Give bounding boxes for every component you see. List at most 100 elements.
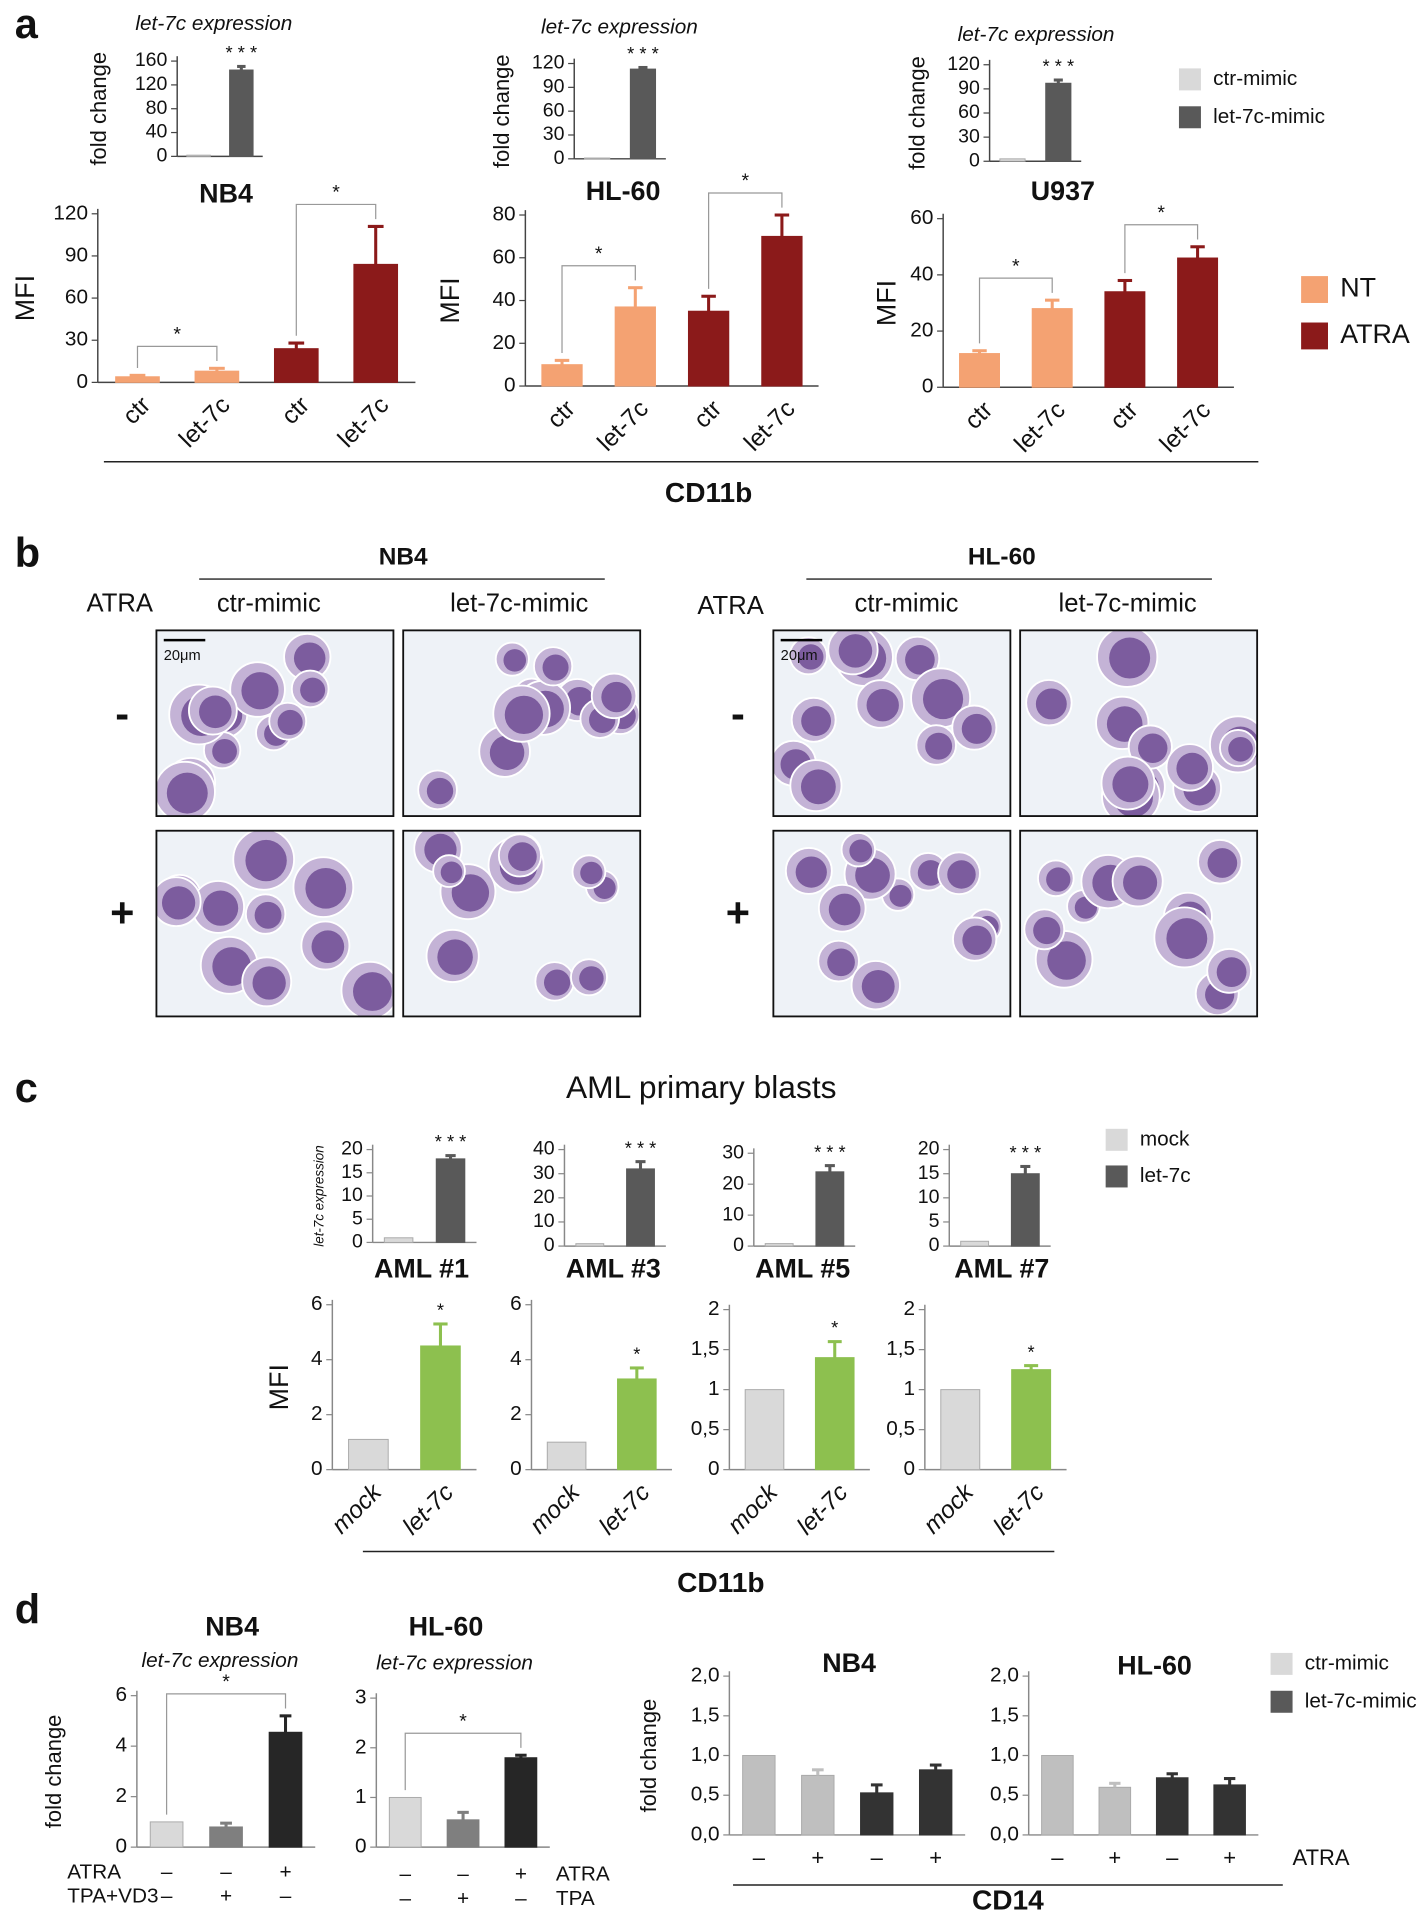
bar [959,353,1000,388]
error-bar [1166,1772,1178,1778]
legend: NT ATRA [1301,273,1410,350]
y-tick-label: 120 [135,73,168,95]
chart-title: AML #1 [374,1254,469,1284]
significance-label: * [831,1317,838,1338]
y-tick-label: 80 [492,202,515,225]
bar [744,1389,785,1471]
condition-mark: – [161,1885,173,1908]
bar [194,370,240,383]
y-axis-label: fold change [86,52,111,166]
nucleus [199,695,232,729]
chart-title: HL-60 [409,1612,484,1642]
bar [1045,82,1072,162]
chart-subtitle: let-7c expression [135,12,292,35]
condition-label: ATRA [67,1860,121,1883]
y-axis-label: MFI [264,1364,294,1410]
treatment-label: ATRA [697,592,764,620]
condition-mark: + [279,1860,291,1883]
y-tick-label: 90 [958,77,980,99]
y-tick-label: 15 [918,1162,940,1184]
nucleus [1047,941,1086,980]
legend-label: NT [1340,273,1376,303]
significance-label: * [633,1344,640,1365]
cells [417,641,641,811]
x-tick-label: + [929,1845,942,1870]
y-tick-label: 0 [708,1457,720,1480]
nucleus [961,713,992,744]
y-tick-label: 1,5 [691,1703,720,1726]
row-label: - [731,690,745,737]
bar [1098,1786,1132,1836]
y-tick-label: 60 [65,286,88,309]
legend-swatch [1178,68,1201,91]
y-axis-label: MFI [435,277,465,323]
panel-label: c [15,1064,38,1111]
error-bar [1024,1364,1039,1370]
nucleus [489,735,525,770]
y-tick-label: 0 [904,1457,916,1480]
nucleus [437,939,473,975]
y-tick-label: 20 [341,1138,363,1160]
treatment-label: ATRA [87,590,154,618]
nucleus [1228,736,1253,762]
y-tick-label: 6 [510,1292,522,1315]
y-tick-label: 160 [135,49,168,71]
row-label: + [110,889,134,936]
micrograph [772,629,1012,817]
error-bar [209,366,225,372]
y-tick-label: 1 [355,1785,367,1808]
nucleus [300,677,326,703]
micrograph-frame [772,629,1012,817]
nucleus [543,969,571,996]
y-tick-label: 30 [65,328,88,351]
y-tick-label: 10 [918,1186,940,1208]
error-bar [824,1164,835,1172]
y-tick-label: 10 [533,1210,555,1232]
micrograph [402,629,642,817]
chart-title: AML #7 [954,1254,1049,1284]
significance-label: * [1157,202,1165,224]
nucleus [838,634,873,668]
x-tick-label: – [1051,1845,1064,1870]
nucleus [1109,637,1151,679]
y-tick-label: 30 [543,123,565,145]
significance-label: * * * [627,43,659,64]
significance-bracket [404,1732,522,1791]
bar-chart: NB4 let-7c expression fold change 0 2 4 6 * ATRA… [41,1612,316,1908]
legend-swatch [1105,1128,1128,1151]
y-tick-label: 20 [492,331,515,354]
condition-mark: – [161,1860,173,1883]
error-bar [515,1753,527,1758]
error-bar [870,1783,883,1793]
nucleus [212,947,252,986]
bar [860,1792,894,1836]
nucleus [1176,752,1209,785]
significance-label: * * * [1043,56,1075,77]
error-bar [774,213,790,237]
bar [764,1243,794,1247]
error-bar [638,65,648,70]
y-tick-label: 0 [922,375,934,398]
y-tick-label: 2 [116,1784,128,1807]
bar-chart: NB4 fold change 0,0 0,5 1,0 1,5 2,0 – + – + [636,1648,966,1870]
cells [784,832,1003,1011]
y-tick-label: 40 [533,1138,555,1160]
condition-label: TPA+VD3 [67,1885,158,1908]
bar-chart: HL-60 0,0 0,5 1,0 1,5 2,0 – + – + ATRA [990,1651,1350,1871]
nucleus [1112,766,1149,803]
bar [115,376,160,383]
nucleus [962,925,992,956]
micrograph-frame [1019,829,1259,1018]
bar-chart: AML #5 0 10 20 30 * * * [722,1141,856,1284]
legend-label: ctr-mimic [1305,1651,1389,1674]
y-tick-label: 0 [157,145,168,167]
micrograph-frame [402,629,642,817]
significance-label: * [459,1710,467,1732]
significance-label: * * * [814,1141,846,1162]
bar [940,1389,981,1471]
micrograph-frame [1019,629,1259,817]
significance-bracket [165,1693,287,1815]
condition-mark: – [280,1885,292,1908]
